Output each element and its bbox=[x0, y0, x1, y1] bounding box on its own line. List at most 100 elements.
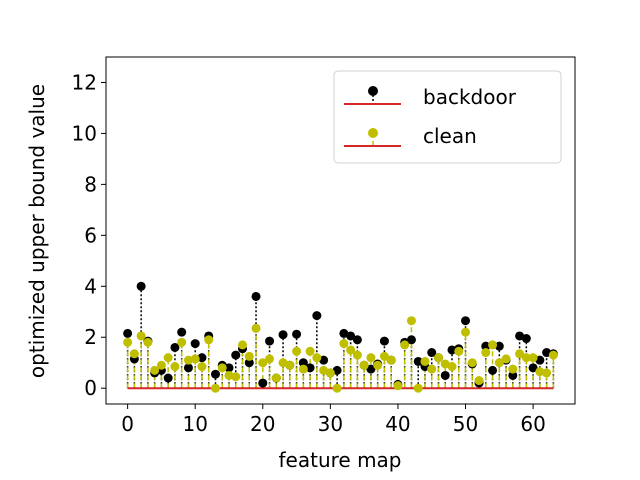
legend-entry-backdoor: backdoor bbox=[344, 85, 517, 109]
point-clean-35 bbox=[359, 360, 369, 370]
point-backdoor-2 bbox=[136, 281, 146, 291]
point-clean-49 bbox=[454, 346, 464, 356]
point-backdoor-7 bbox=[170, 342, 180, 352]
point-backdoor-55 bbox=[494, 341, 504, 351]
point-clean-10 bbox=[190, 354, 200, 364]
point-backdoor-57 bbox=[508, 370, 518, 380]
legend: backdoor clean bbox=[333, 70, 562, 164]
point-clean-31 bbox=[332, 383, 342, 393]
point-clean-38 bbox=[379, 351, 389, 361]
point-clean-25 bbox=[292, 346, 302, 356]
y-tick-label-4: 4 bbox=[84, 274, 97, 298]
point-clean-43 bbox=[413, 383, 423, 393]
point-backdoor-42 bbox=[406, 335, 416, 345]
point-clean-47 bbox=[440, 359, 450, 369]
point-backdoor-32 bbox=[339, 328, 349, 338]
x-tick-label-10: 10 bbox=[182, 412, 207, 436]
y-tick-label-12: 12 bbox=[72, 70, 97, 94]
x-axis: 0 10 20 30 40 50 60 bbox=[121, 404, 546, 436]
point-clean-44 bbox=[420, 356, 430, 366]
point-clean-28 bbox=[312, 353, 322, 363]
point-clean-16 bbox=[231, 372, 241, 382]
point-clean-1 bbox=[129, 349, 139, 359]
point-clean-26 bbox=[298, 364, 308, 374]
point-backdoor-33 bbox=[346, 331, 356, 341]
point-clean-15 bbox=[224, 370, 234, 380]
point-backdoor-25 bbox=[292, 329, 302, 339]
x-tick-label-40: 40 bbox=[385, 412, 410, 436]
point-clean-60 bbox=[528, 353, 538, 363]
y-tick-label-10: 10 bbox=[72, 121, 97, 145]
point-backdoor-26 bbox=[298, 358, 308, 368]
point-clean-12 bbox=[204, 335, 214, 345]
y-axis: 0 2 4 6 8 10 12 bbox=[72, 70, 106, 400]
point-clean-3 bbox=[143, 337, 153, 347]
point-clean-29 bbox=[319, 365, 329, 375]
point-backdoor-43 bbox=[413, 356, 423, 366]
point-clean-45 bbox=[427, 364, 437, 374]
point-clean-33 bbox=[346, 345, 356, 355]
point-clean-36 bbox=[366, 353, 376, 363]
y-tick-label-2: 2 bbox=[84, 325, 97, 349]
point-backdoor-34 bbox=[352, 335, 362, 345]
point-backdoor-0 bbox=[123, 328, 133, 338]
y-tick-label-8: 8 bbox=[84, 172, 97, 196]
point-clean-13 bbox=[210, 383, 220, 393]
point-backdoor-47 bbox=[440, 370, 450, 380]
point-clean-52 bbox=[474, 376, 484, 386]
point-clean-34 bbox=[352, 350, 362, 360]
point-backdoor-16 bbox=[231, 350, 241, 360]
legend-clean-marker bbox=[368, 128, 378, 138]
point-clean-30 bbox=[325, 368, 335, 378]
point-backdoor-31 bbox=[332, 365, 342, 375]
point-backdoor-38 bbox=[379, 336, 389, 346]
point-clean-54 bbox=[488, 340, 498, 350]
x-axis-label: feature map bbox=[279, 448, 402, 472]
point-clean-51 bbox=[467, 358, 477, 368]
point-backdoor-23 bbox=[278, 330, 288, 340]
x-tick-label-0: 0 bbox=[121, 412, 134, 436]
point-backdoor-54 bbox=[488, 365, 498, 375]
point-clean-21 bbox=[265, 354, 275, 364]
point-backdoor-50 bbox=[461, 316, 471, 326]
point-clean-39 bbox=[386, 355, 396, 365]
point-clean-24 bbox=[285, 360, 295, 370]
point-clean-61 bbox=[535, 367, 545, 377]
point-backdoor-9 bbox=[183, 363, 193, 373]
point-clean-20 bbox=[258, 358, 268, 368]
point-backdoor-20 bbox=[258, 378, 268, 388]
point-backdoor-29 bbox=[319, 355, 329, 365]
point-clean-57 bbox=[508, 364, 518, 374]
point-backdoor-61 bbox=[535, 355, 545, 365]
point-backdoor-28 bbox=[312, 311, 322, 321]
point-backdoor-10 bbox=[190, 339, 200, 349]
point-clean-4 bbox=[150, 365, 160, 375]
legend-entry-clean: clean bbox=[344, 124, 477, 148]
point-backdoor-58 bbox=[515, 331, 525, 341]
y-tick-label-0: 0 bbox=[84, 376, 97, 400]
point-backdoor-18 bbox=[244, 358, 254, 368]
point-clean-53 bbox=[481, 348, 491, 358]
point-clean-55 bbox=[494, 358, 504, 368]
point-backdoor-11 bbox=[197, 353, 207, 363]
point-clean-58 bbox=[515, 349, 525, 359]
point-clean-17 bbox=[238, 340, 248, 350]
point-backdoor-48 bbox=[447, 345, 457, 355]
point-clean-46 bbox=[433, 353, 443, 363]
point-clean-9 bbox=[183, 355, 193, 365]
x-tick-label-20: 20 bbox=[250, 412, 275, 436]
point-backdoor-15 bbox=[224, 363, 234, 373]
point-backdoor-36 bbox=[366, 364, 376, 374]
point-backdoor-8 bbox=[177, 327, 187, 337]
point-clean-14 bbox=[217, 363, 227, 373]
point-backdoor-60 bbox=[528, 363, 538, 373]
point-backdoor-13 bbox=[210, 369, 220, 379]
point-clean-0 bbox=[123, 337, 133, 347]
point-clean-27 bbox=[305, 346, 315, 356]
point-clean-41 bbox=[400, 340, 410, 350]
point-clean-62 bbox=[542, 368, 552, 378]
plot-area bbox=[123, 281, 558, 393]
point-clean-8 bbox=[177, 337, 187, 347]
point-clean-32 bbox=[339, 339, 349, 349]
